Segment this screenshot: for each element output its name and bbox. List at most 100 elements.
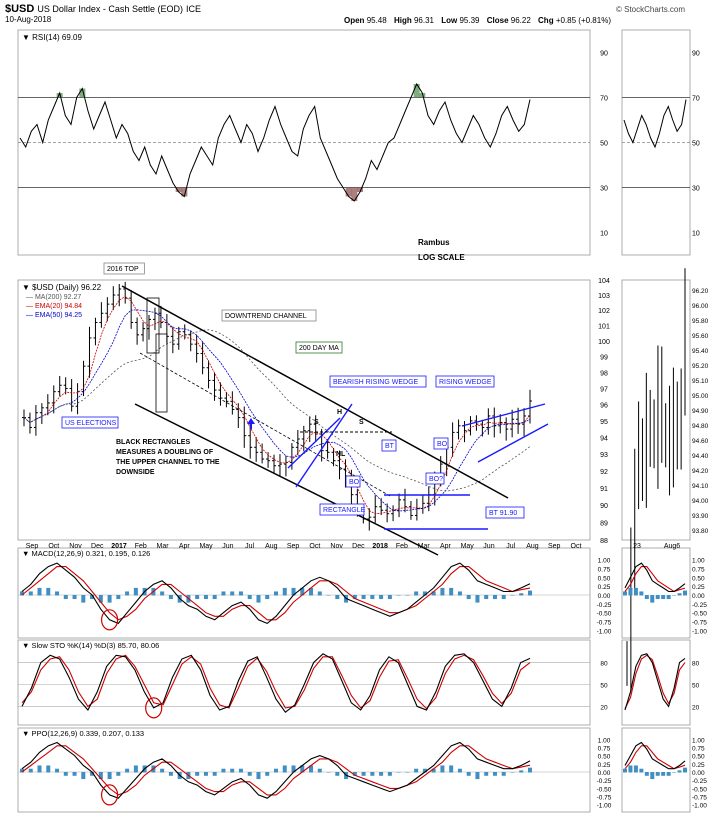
price-title: ▼ $USD (Daily) 96.22 <box>22 283 102 292</box>
macd-histogram-bar <box>291 587 296 596</box>
macd-histogram-bar <box>396 595 401 596</box>
rsi-tick-label-left: 90 <box>600 51 608 58</box>
macd-histogram-bar <box>519 593 524 596</box>
ppo-histogram-bar <box>98 772 103 780</box>
macd-histogram-bar <box>212 595 217 600</box>
ppo-mini-tick-label: 1.00 <box>692 737 705 744</box>
macd-main-line <box>21 562 531 625</box>
ppo-mini-main-line <box>624 741 686 770</box>
annotation-bo-1: BO <box>349 479 360 486</box>
macd-histogram-bar <box>352 595 357 600</box>
ppo-highlight-circle <box>100 784 119 806</box>
sto-tick-label: 80 <box>600 661 608 668</box>
ppo-tick-label: -0.25 <box>597 778 612 785</box>
macd-histogram-bar <box>20 591 24 596</box>
black-rectangle-upper <box>146 297 160 354</box>
ppo-histogram-bar <box>414 768 419 773</box>
price-x-label: May <box>461 543 475 550</box>
macd-tick-label: -0.25 <box>597 602 612 609</box>
ppo-mini-histogram-bar <box>666 772 671 776</box>
macd-mini-histogram-bar <box>628 587 633 596</box>
high-value: 96.31 <box>413 16 434 25</box>
macd-mini-histogram-bar <box>677 593 682 596</box>
rising-wedge-lower <box>477 423 549 463</box>
ppo-main-line <box>21 741 531 799</box>
ppo-histogram-bar <box>501 772 506 776</box>
sto-main-line <box>21 653 531 713</box>
annotation-s-2: S <box>359 419 364 426</box>
ppo-histogram-bar <box>379 772 384 776</box>
price-tick-label: 101 <box>598 324 610 331</box>
ppo-mini-tick-label: 0.75 <box>692 745 705 752</box>
rsi-tick-label: 50 <box>692 141 700 148</box>
price-mini-tick-label: 94.00 <box>692 498 709 505</box>
ppo-histogram-bar <box>203 772 208 776</box>
close-label: Close <box>486 16 509 25</box>
price-mini-tick-label: 95.80 <box>692 318 709 325</box>
ppo-tick-label: 0.50 <box>598 754 611 761</box>
ppo-mini-histogram-bar <box>639 768 644 773</box>
downtrend-channel-upper <box>121 285 509 499</box>
macd-title: ▼ MACD(12,26,9) 0.321, 0.195, 0.126 <box>22 549 150 558</box>
rsi-overbought-fill <box>413 84 420 98</box>
ppo-histogram-bar <box>370 772 375 776</box>
ppo-histogram-bar <box>387 772 392 776</box>
ppo-histogram-bar <box>492 772 497 776</box>
sto-mini-tick-label: 50 <box>692 683 700 690</box>
rsi-tick-label-left: 30 <box>600 186 608 193</box>
price-x-label: May <box>199 543 213 550</box>
ppo-histogram-bar <box>484 772 489 776</box>
macd-histogram-bar <box>72 595 77 600</box>
ppo-histogram-bar <box>440 765 445 773</box>
macd-histogram-bar <box>195 595 200 600</box>
macd-tick-label: 0.75 <box>598 566 611 573</box>
price-x-label: Sep <box>26 543 39 550</box>
price-tick-label: 94 <box>600 435 608 442</box>
low-label: Low <box>441 16 458 25</box>
macd-mini-tick-label: 0.00 <box>692 593 705 600</box>
mini-frame-macd <box>621 547 691 639</box>
ppo-mini-tick-label: -0.50 <box>692 786 707 793</box>
exchange: ICE <box>186 4 202 14</box>
macd-histogram-bar <box>160 591 165 596</box>
price-x-label: Oct <box>571 543 582 550</box>
ppo-tick-label: -0.50 <box>597 786 612 793</box>
bearish-wedge-lower <box>295 403 353 488</box>
symbol-title: $USD US Dollar Index - Cash Settle (EOD)… <box>5 3 201 15</box>
ppo-mini-histogram-bar <box>650 772 655 780</box>
annotation-2016-top: 2016 TOP <box>107 266 139 273</box>
rsi-oversold-fill <box>181 187 188 197</box>
macd-histogram-bar <box>484 595 489 600</box>
ppo-histogram-bar <box>212 772 217 776</box>
macd-mini-histogram-bar <box>650 595 655 603</box>
rsi-overbought-fill <box>56 93 63 98</box>
macd-histogram-bar <box>55 591 60 596</box>
ppo-mini-tick-label: -0.25 <box>692 778 707 785</box>
macd-histogram-bar <box>265 595 270 600</box>
macd-histogram-bar <box>466 595 471 600</box>
sto-tick-label: 20 <box>600 704 608 711</box>
macd-histogram-bar <box>414 591 419 596</box>
price-tick-label: 89 <box>600 520 608 527</box>
macd-histogram-bar <box>46 587 51 596</box>
ppo-tick-label: 0.00 <box>598 770 611 777</box>
annotation-bt-1-frame <box>381 439 397 452</box>
price-tick-label: 96 <box>600 403 608 410</box>
annotation-us-elections-frame <box>61 416 119 429</box>
macd-histogram-bar <box>501 595 506 600</box>
ppo-histogram-bar <box>37 765 42 773</box>
macd-histogram-bar <box>317 591 322 596</box>
ppo-mini-histogram-bar <box>677 770 682 773</box>
annotation-bo-2: BO <box>437 441 448 448</box>
macd-histogram-bar <box>98 595 103 603</box>
ppo-mini-histogram-bar <box>633 765 638 773</box>
annotation-bt-1: BT <box>385 443 395 450</box>
macd-histogram-bar <box>387 595 392 600</box>
annotation-200-day-ma: 200 DAY MA <box>299 345 339 352</box>
ppo-histogram-bar <box>221 768 226 773</box>
ppo-histogram-bar <box>466 772 471 776</box>
macd-signal-line <box>21 566 531 621</box>
price-x-label: 2017 <box>111 543 127 550</box>
price-x-label: Sep <box>287 543 300 550</box>
